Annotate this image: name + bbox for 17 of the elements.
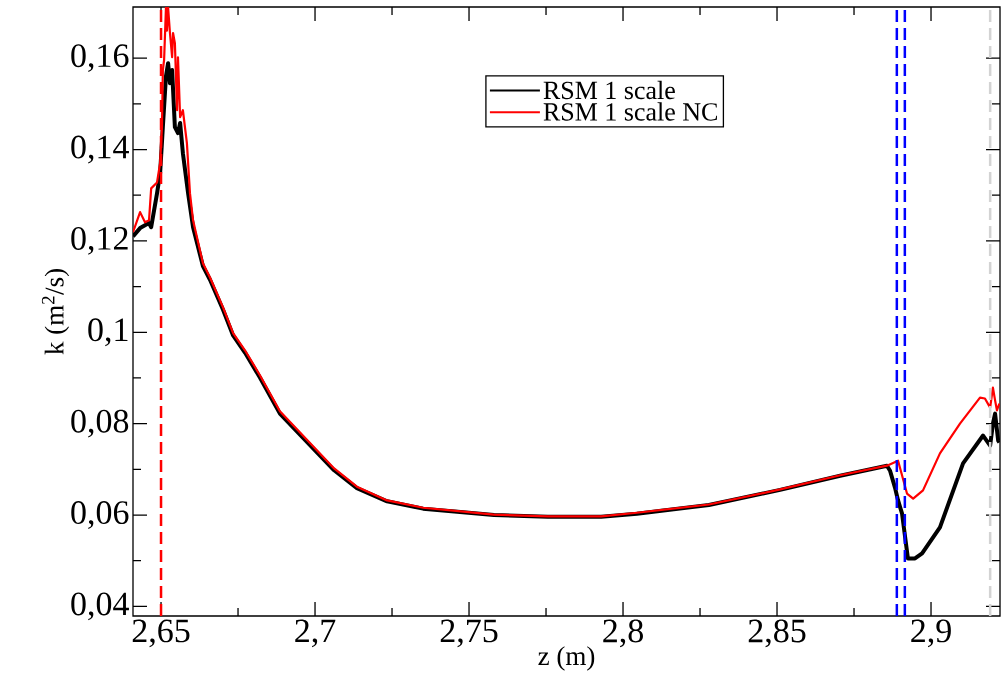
y-axis-title: k (m$^{2}$/s) xyxy=(41,269,70,355)
legend-label: RSM 1 scale NC xyxy=(543,102,717,121)
x-tick-label: 2,8 xyxy=(603,619,643,648)
y-tick-label: 0,14 xyxy=(71,135,129,164)
x-axis-title: z (m) xyxy=(538,646,595,671)
x-tick-label: 2,85 xyxy=(748,619,806,648)
x-tick-label: 2,7 xyxy=(295,619,336,648)
y-tick-label: 0,12 xyxy=(71,226,128,255)
y-tick-label: 0,16 xyxy=(71,44,129,73)
y-tick-label: 0,06 xyxy=(71,501,129,529)
x-tick-label: 2,75 xyxy=(440,619,498,648)
y-tick-label: 0,04 xyxy=(71,592,129,621)
y-tick-label: 0,1 xyxy=(88,318,128,347)
legend-label: RSM 1 scale xyxy=(543,80,675,100)
y-tick-label: 0,08 xyxy=(71,409,129,438)
x-tick-label: 2,9 xyxy=(911,619,951,648)
x-tick-label: 2,65 xyxy=(132,619,190,648)
